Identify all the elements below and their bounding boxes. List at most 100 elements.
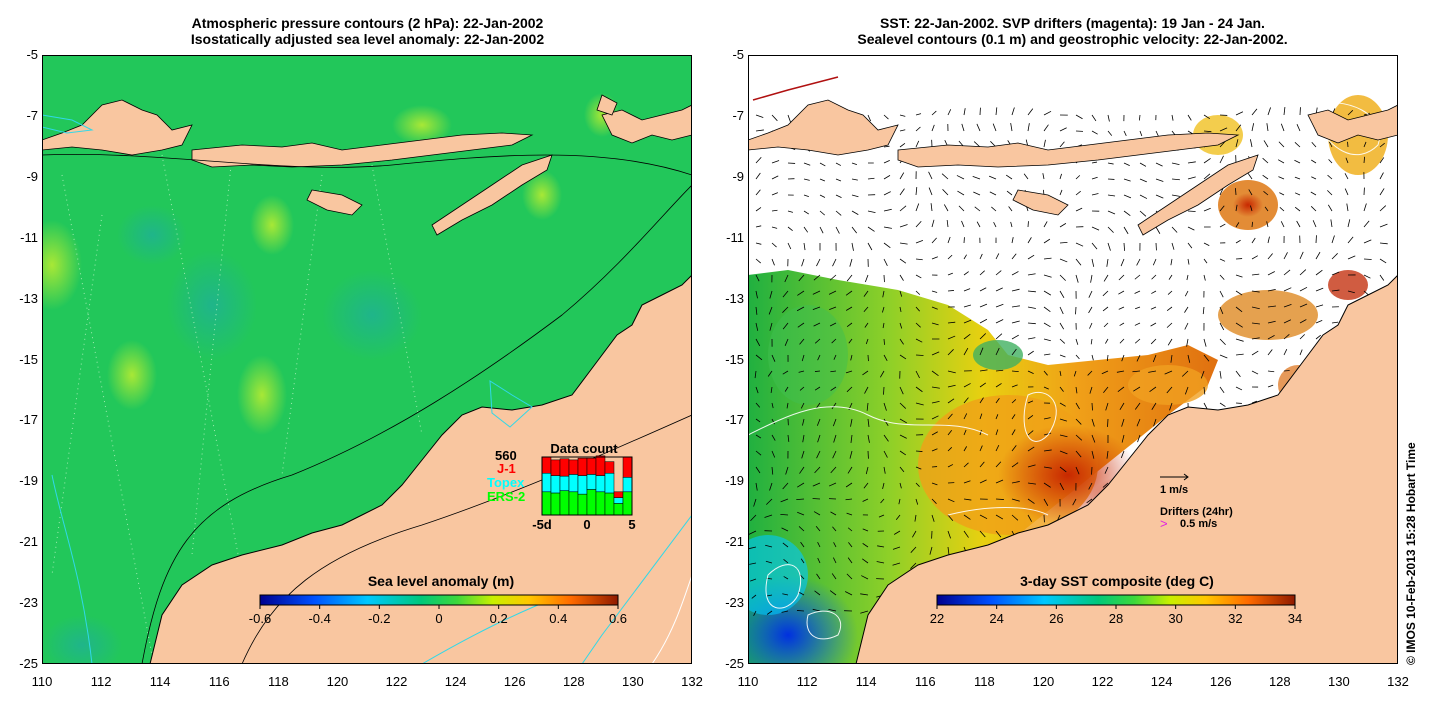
velocity-arrow (831, 402, 837, 410)
velocity-arrow (961, 220, 965, 228)
velocity-arrow (883, 354, 888, 362)
velocity-arrow (899, 482, 902, 489)
velocity-arrow (782, 306, 789, 313)
velocity-arrow (899, 466, 905, 473)
velocity-arrow (899, 258, 907, 264)
velocity-arrow (1379, 242, 1388, 245)
data-count-max-label: 560 (495, 448, 517, 463)
velocity-arrow (1043, 386, 1049, 390)
velocity-arrow (1203, 173, 1211, 180)
velocity-arrow (831, 573, 837, 580)
colorbar-tick-label: 22 (930, 611, 944, 626)
velocity-arrow (771, 209, 778, 212)
velocity-arrow (771, 258, 775, 266)
left-panel-title: Atmospheric pressure contours (2 hPa): 2… (40, 15, 695, 47)
right-x-tick: 122 (1091, 674, 1114, 689)
velocity-arrow (979, 530, 986, 538)
velocity-arrow (862, 558, 869, 564)
velocity-arrow (835, 210, 842, 216)
velocity-arrow (783, 558, 789, 564)
velocity-arrow (1043, 322, 1051, 328)
velocity-arrow (1117, 386, 1125, 392)
data-count-bar-ers2 (550, 492, 561, 516)
velocity-arrow (1107, 162, 1114, 165)
velocity-arrow (864, 322, 869, 328)
left-x-tick: 116 (208, 674, 230, 689)
velocity-arrow (1219, 258, 1226, 262)
drifters-speed-label: 0.5 m/s (1180, 518, 1217, 530)
velocity-arrow (915, 322, 921, 328)
velocity-arrow (1043, 274, 1052, 278)
velocity-arrow (1120, 258, 1125, 267)
velocity-arrow (1263, 140, 1269, 148)
data-count-title: Data count (550, 441, 618, 456)
colorbar-tick-label: 32 (1228, 611, 1242, 626)
velocity-arrow (797, 290, 805, 296)
velocity-arrow (782, 542, 789, 548)
velocity-arrow (883, 114, 889, 120)
right-x-tick: 118 (973, 674, 995, 689)
left-y-tick: -7 (26, 107, 38, 123)
velocity-arrow (963, 319, 972, 324)
velocity-arrow (1090, 274, 1093, 283)
velocity-arrow (1267, 384, 1274, 388)
velocity-arrow (1043, 306, 1051, 312)
velocity-arrow (1136, 354, 1141, 362)
velocity-arrow (883, 450, 888, 458)
velocity-arrow (1011, 481, 1020, 484)
velocity-arrow (816, 450, 821, 459)
velocity-arrow (817, 354, 821, 361)
velocity-arrow (1267, 253, 1273, 260)
velocity-arrow (798, 274, 805, 282)
velocity-arrow (914, 514, 917, 522)
velocity-arrow (1315, 251, 1321, 260)
right-y-tick: -17 (725, 412, 744, 428)
velocity-arrow (915, 258, 923, 261)
right-y-tick: -7 (732, 107, 744, 123)
velocity-arrow (748, 546, 757, 550)
legend-topex: Topex (487, 475, 525, 490)
velocity-arrow (1315, 287, 1324, 292)
velocity-arrow (755, 354, 763, 361)
velocity-arrow (882, 306, 885, 313)
velocity-arrow (864, 274, 869, 283)
velocity-arrow (1171, 178, 1180, 181)
velocity-arrow (947, 413, 953, 420)
velocity-arrow (755, 242, 762, 245)
velocity-arrow (899, 274, 904, 281)
velocity-arrow (963, 271, 969, 276)
velocity-arrow (1294, 176, 1301, 180)
velocity-arrow (1059, 466, 1067, 473)
velocity-arrow (1027, 290, 1036, 293)
data-count-bar-j1 (613, 491, 624, 498)
velocity-arrow (780, 513, 789, 516)
velocity-arrow (1294, 159, 1301, 164)
velocity-arrow (833, 354, 837, 360)
velocity-arrow (915, 482, 920, 487)
velocity-arrow (1027, 237, 1032, 244)
velocity-arrow (851, 226, 858, 234)
velocity-arrow (1203, 402, 1208, 410)
velocity-arrow (1043, 498, 1049, 506)
velocity-arrow (947, 254, 953, 260)
velocity-arrow (832, 258, 837, 267)
velocity-arrow (991, 206, 997, 212)
velocity-arrow (963, 462, 969, 468)
velocity-arrow (878, 514, 885, 518)
velocity-arrow (755, 418, 761, 423)
velocity-arrow (1043, 353, 1051, 356)
velocity-arrow (1134, 402, 1141, 410)
data-count-bar-ers2 (568, 491, 579, 516)
velocity-arrow (1123, 226, 1129, 235)
velocity-arrow (1167, 290, 1173, 295)
velocity-arrow (1266, 123, 1269, 132)
velocity-arrow (931, 219, 935, 228)
velocity-arrow (1251, 370, 1259, 375)
velocity-arrow (1203, 158, 1211, 164)
velocity-arrow (1283, 334, 1290, 340)
velocity-arrow (828, 608, 837, 612)
velocity-arrow (1027, 322, 1036, 325)
velocity-arrow (1105, 402, 1109, 411)
velocity-arrow (1152, 354, 1157, 363)
velocity-arrow (1251, 322, 1260, 325)
